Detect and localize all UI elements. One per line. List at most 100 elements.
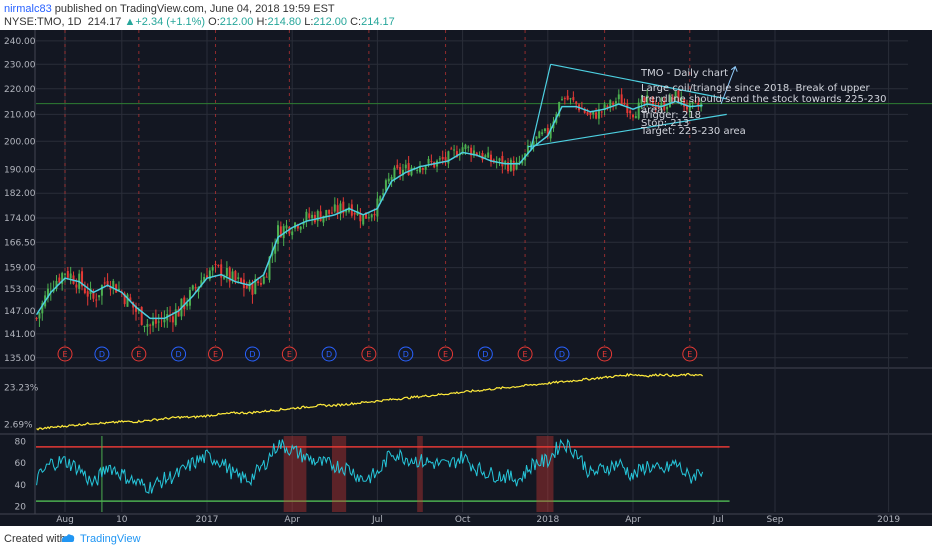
- candle-body: [296, 224, 299, 229]
- created-with-text: Created with: [4, 533, 66, 545]
- candle-body: [501, 155, 504, 167]
- candle-body: [680, 97, 683, 105]
- candle-body: [171, 316, 174, 323]
- candle-body: [464, 144, 467, 150]
- candle-body: [487, 152, 490, 158]
- candle-body: [507, 162, 510, 172]
- candle-body: [674, 91, 677, 98]
- close-label: C:: [350, 16, 362, 28]
- candle-body: [353, 212, 356, 215]
- candle-body: [401, 169, 404, 176]
- candle-body: [228, 267, 231, 282]
- trendline: [527, 113, 727, 148]
- candle-body: [671, 97, 674, 100]
- dividend-badge: [94, 346, 110, 362]
- time-tick-label: Jul: [371, 515, 383, 525]
- candle-body: [106, 281, 109, 285]
- candle-body: [421, 168, 424, 170]
- dividend-badge: [398, 346, 414, 362]
- dividend-badge: [554, 346, 570, 362]
- candle-body: [311, 214, 314, 219]
- candle-body: [444, 157, 447, 161]
- chart-area[interactable]: 240.00 230.00 220.00 210.00 200.00 190.00 182.…: [0, 30, 932, 526]
- candle-body: [407, 163, 410, 176]
- candle-body: [651, 96, 654, 107]
- candle-body: [100, 285, 103, 296]
- candle-body: [231, 271, 234, 281]
- candle-body: [126, 294, 129, 307]
- candle-body: [612, 102, 615, 105]
- candle-body: [123, 293, 126, 305]
- author-link[interactable]: nirmalc83: [4, 3, 52, 15]
- earnings-badge-label: E: [443, 350, 448, 359]
- candle-body: [259, 282, 262, 285]
- candle-body: [177, 309, 180, 317]
- candle-body: [609, 100, 612, 108]
- relative-tick-label: 23.23%: [4, 384, 39, 394]
- candle-body: [200, 280, 203, 287]
- open-value: 212.00: [219, 16, 254, 28]
- chart-canvas[interactable]: 240.00 230.00 220.00 210.00 200.00 190.00 182.…: [0, 30, 932, 526]
- dividend-badge-label: D: [559, 350, 565, 359]
- earnings-badge-label: E: [602, 350, 607, 359]
- earnings-badge: [438, 346, 454, 362]
- candle-body: [498, 158, 501, 161]
- publish-line: nirmalc83 published on TradingView.com, …: [4, 3, 335, 15]
- candle-body: [64, 273, 66, 275]
- candle-body: [254, 278, 257, 294]
- candle-body: [668, 95, 671, 108]
- candle-body: [475, 152, 478, 156]
- candle-body: [333, 204, 336, 212]
- candle-body: [424, 166, 427, 170]
- price-tick-label: 190.00: [4, 166, 36, 176]
- candle-body: [575, 101, 578, 104]
- candle-body: [217, 265, 220, 267]
- candle-body: [58, 277, 61, 283]
- earnings-badge-label: E: [366, 350, 371, 359]
- candle-body: [515, 162, 518, 170]
- earnings-badge: [281, 346, 297, 362]
- note-trigger: Trigger: 218: [641, 110, 701, 121]
- candle-body: [649, 97, 652, 99]
- candle-body: [188, 290, 191, 306]
- candle-body: [308, 213, 311, 218]
- breakout-arrow: [720, 66, 736, 105]
- earnings-badge: [517, 346, 533, 362]
- trendline: [530, 64, 552, 150]
- candle-body: [595, 112, 598, 119]
- candle-body: [688, 103, 691, 112]
- candle-body: [441, 157, 444, 160]
- candle-body: [433, 161, 436, 168]
- candle-body: [399, 167, 402, 175]
- time-tick-label: 10: [116, 515, 128, 525]
- candle-body: [660, 102, 663, 107]
- close-value: 214.17: [361, 16, 395, 28]
- candle-body: [319, 211, 322, 222]
- candle-body: [379, 196, 382, 202]
- candle-body: [140, 306, 143, 325]
- time-tick-label: Jul: [712, 515, 724, 525]
- time-tick-label: 2017: [196, 515, 219, 525]
- earnings-badge-label: E: [213, 350, 218, 359]
- note-stop: Stop: 213: [641, 118, 690, 129]
- candle-body: [461, 147, 464, 155]
- earnings-badge-label: E: [523, 350, 528, 359]
- candle-body: [396, 164, 399, 169]
- candle-body: [129, 297, 132, 302]
- time-tick-label: Apr: [625, 515, 641, 525]
- tradingview-link[interactable]: TradingView: [80, 533, 141, 545]
- candle-body: [455, 151, 458, 157]
- candle-body: [95, 299, 98, 301]
- candle-body: [447, 151, 450, 164]
- candle-body: [430, 160, 433, 162]
- candle-body: [561, 99, 563, 101]
- candle-body: [623, 102, 626, 105]
- candle-body: [535, 136, 538, 140]
- candle-body: [404, 164, 407, 169]
- candle-body: [220, 264, 223, 278]
- candle-body: [174, 309, 177, 326]
- candle-body: [683, 98, 686, 107]
- earnings-badge: [682, 346, 698, 362]
- candle-body: [654, 105, 657, 109]
- candle-body: [438, 158, 441, 160]
